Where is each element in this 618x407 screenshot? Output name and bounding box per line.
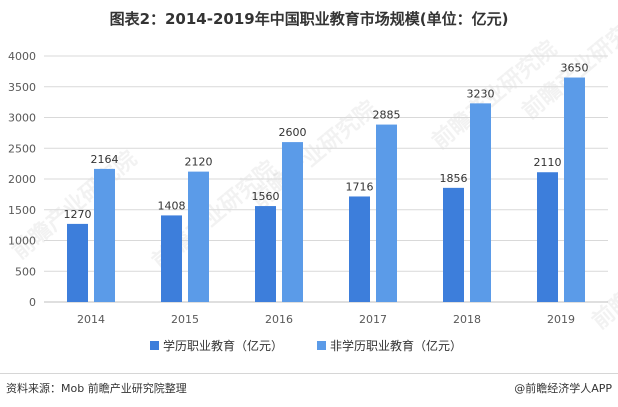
legend-label: 非学历职业教育（亿元） [330, 338, 462, 353]
data-label: 1408 [158, 199, 186, 212]
y-tick-label: 2000 [8, 173, 36, 186]
data-label: 1716 [346, 180, 374, 193]
legend-label: 学历职业教育（亿元） [163, 338, 283, 353]
legend-swatch [317, 341, 326, 350]
x-tick-label: 2018 [453, 313, 481, 326]
x-tick-label: 2015 [171, 313, 199, 326]
y-tick-label: 1500 [8, 204, 36, 217]
bar-series2 [470, 103, 491, 302]
data-label: 1856 [440, 172, 468, 185]
brand-credit: @前瞻经济学人APP [514, 382, 612, 395]
watermark-text: 前瞻产业研究院 [587, 216, 618, 335]
data-label: 2164 [91, 153, 119, 166]
bar-series2 [282, 142, 303, 302]
legend-swatch [150, 341, 159, 350]
y-tick-label: 3500 [8, 81, 36, 94]
x-tick-label: 2016 [265, 313, 293, 326]
x-axis: 2014 2015 2016 2017 2018 2019 [77, 313, 575, 326]
data-label: 2885 [373, 109, 401, 122]
bar-chart: 前瞻产业研究院前瞻产业研究院前瞻产业研究院前瞻产业研究院前瞻产业研究院前瞻产业研… [7, 6, 618, 353]
y-tick-label: 500 [15, 265, 36, 278]
data-label: 2110 [534, 156, 562, 169]
footer: 资料来源：Mob 前瞻产业研究院整理 @前瞻经济学人APP [0, 373, 618, 407]
gridlines [44, 55, 608, 303]
bars: 1270 2164 1408 2120 1560 2600 1716 2885 1856 3230… [64, 62, 589, 303]
data-label: 2120 [185, 156, 213, 169]
y-tick-label: 1000 [8, 235, 36, 248]
data-label: 3230 [467, 87, 495, 100]
legend: 学历职业教育（亿元） 非学历职业教育（亿元） [150, 338, 462, 353]
y-tick-label: 4000 [8, 50, 36, 63]
y-tick-label: 2500 [8, 142, 36, 155]
y-axis: 0 500 1000 1500 2000 2500 3000 3500 4000 [8, 50, 36, 309]
bar-series1 [67, 223, 88, 302]
chart-title: 图表2：2014-2019年中国职业教育市场规模(单位：亿元) [109, 10, 509, 28]
data-label: 1270 [64, 208, 92, 221]
data-label: 3650 [561, 62, 589, 75]
y-tick-label: 0 [29, 296, 36, 309]
bar-series2 [376, 124, 397, 302]
bar-series1 [349, 196, 370, 302]
bar-series1 [443, 187, 464, 302]
bar-series2 [188, 171, 209, 302]
data-label: 2600 [279, 126, 307, 139]
bar-series1 [537, 172, 558, 302]
bar-series1 [255, 206, 276, 302]
x-tick-label: 2014 [77, 313, 105, 326]
data-label: 1560 [252, 190, 280, 203]
source-note: 资料来源：Mob 前瞻产业研究院整理 [6, 382, 187, 395]
x-tick-label: 2019 [547, 313, 575, 326]
bar-series2 [94, 168, 115, 302]
y-tick-label: 3000 [8, 112, 36, 125]
bar-series1 [161, 215, 182, 302]
x-tick-label: 2017 [359, 313, 387, 326]
bar-series2 [564, 77, 585, 303]
